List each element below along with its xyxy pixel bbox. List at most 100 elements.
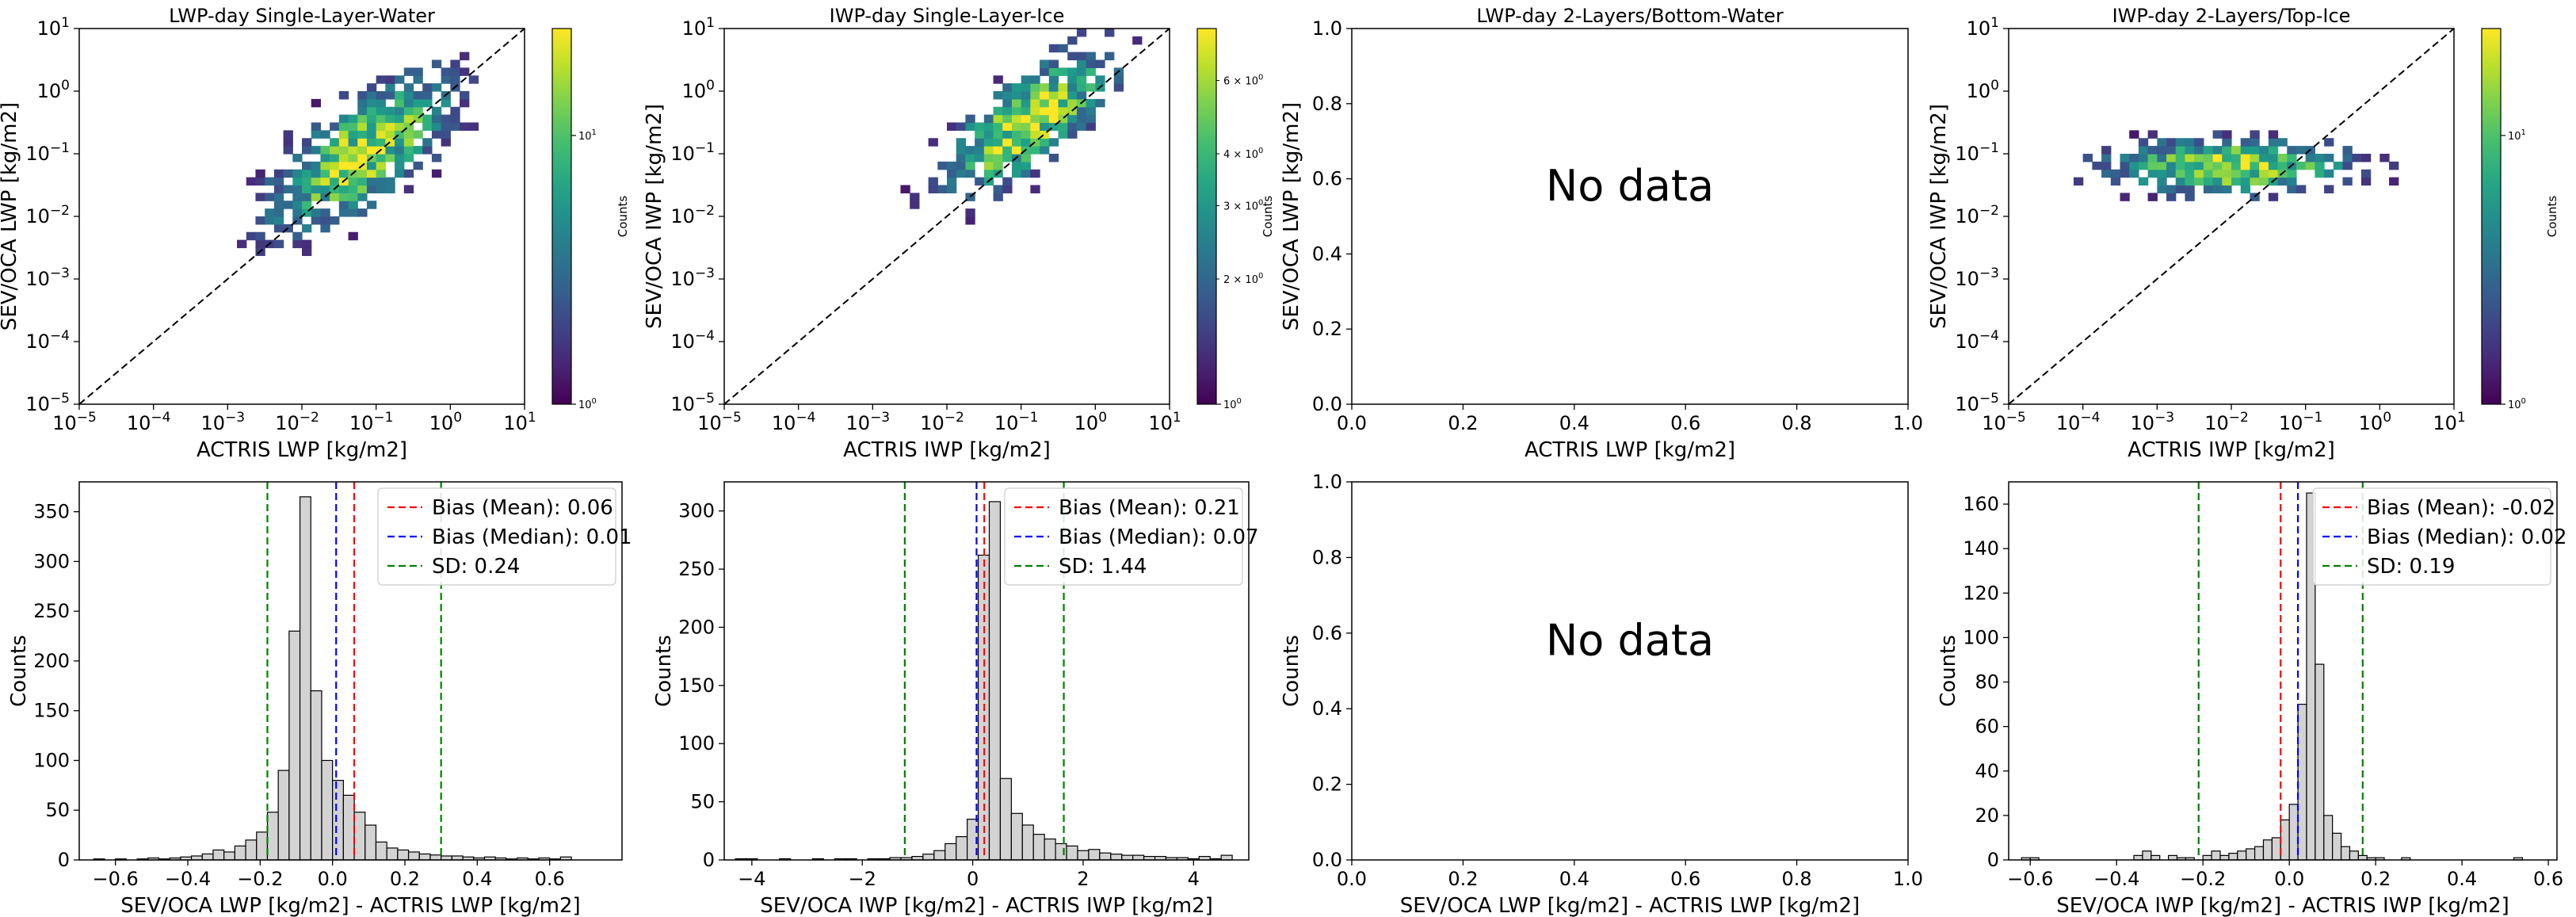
- legend-entry: Bias (Median): 0.02: [2367, 525, 2567, 549]
- heatmap-cell: [366, 201, 377, 209]
- heatmap-cell: [302, 247, 312, 256]
- histogram-bar: [386, 847, 399, 861]
- heatmap-cell: [1095, 75, 1105, 84]
- heatmap-cell: [255, 193, 265, 201]
- y-tick-label: 0.0: [1312, 393, 1342, 415]
- heatmap-cell: [983, 161, 994, 170]
- heatmap-cell: [2203, 169, 2214, 178]
- heatmap-cell: [2360, 169, 2372, 178]
- heatmap-cell: [983, 130, 994, 139]
- heatmap-cell: [460, 67, 470, 76]
- heatmap-cell: [422, 114, 433, 124]
- heatmap-cell: [255, 177, 265, 186]
- heatmap-cell: [1048, 83, 1059, 92]
- x-tick-label: 2: [1077, 868, 1089, 890]
- x-tick-label: 10−2: [920, 410, 964, 434]
- heatmap-cell: [441, 98, 451, 108]
- histogram-bar: [2246, 848, 2256, 861]
- heatmap-cell: [283, 138, 293, 147]
- heatmap-cell: [357, 122, 368, 131]
- x-tick-label: 10−1: [349, 410, 394, 434]
- histogram-bar: [223, 851, 235, 861]
- heatmap-cell: [2250, 154, 2260, 162]
- histogram-bar: [364, 824, 377, 861]
- no-data-message: No data: [1546, 161, 1714, 211]
- heatmap-cell: [357, 91, 368, 100]
- heatmap-cell: [2287, 177, 2297, 186]
- heatmap-cell: [2175, 177, 2186, 186]
- chart-title: IWP-day 2-Layers/Top-Ice: [2112, 5, 2351, 27]
- heatmap-cell: [2157, 154, 2167, 162]
- y-tick-label: 0.4: [1312, 243, 1342, 265]
- heatmap-cell: [2194, 154, 2204, 162]
- x-tick-label: 101: [1148, 410, 1181, 434]
- heatmap-cell: [2250, 146, 2260, 155]
- heatmap-cell: [460, 98, 470, 108]
- heatmap-cell: [376, 177, 386, 186]
- heatmap-cell: [2277, 138, 2288, 147]
- heatmap-cell: [2277, 154, 2288, 162]
- heatmap-cell: [983, 146, 994, 155]
- heatmap-cell: [1058, 83, 1068, 92]
- y-tick-label: 200: [678, 616, 715, 638]
- heatmap-cell: [376, 91, 386, 100]
- histogram-bar: [299, 496, 311, 861]
- heatmap-cell: [2157, 169, 2167, 178]
- x-tick-label: 0.0: [1337, 412, 1367, 434]
- histogram-bar: [1021, 824, 1034, 861]
- heatmap-cell: [2231, 169, 2242, 178]
- heatmap-cell: [1030, 75, 1040, 84]
- x-tick-label: 10−2: [275, 410, 319, 434]
- x-axis-label: ACTRIS LWP [kg/m2]: [197, 438, 407, 462]
- heatmap-cell: [2138, 161, 2149, 170]
- heatmap-cell: [1048, 114, 1059, 124]
- heatmap-cell: [937, 161, 948, 170]
- histogram-panel-2: Bias (Mean): 0.21 Bias (Median): 0.07 SD: …: [652, 481, 1259, 917]
- heatmap-cell: [2240, 169, 2251, 178]
- heatmap-cell: [441, 67, 451, 76]
- heatmap-cell: [2129, 130, 2139, 139]
- heatmap-cell: [320, 177, 330, 186]
- heatmap-cell: [965, 114, 975, 124]
- heatmap-cell: [1002, 130, 1013, 139]
- chart-title: LWP-day Single-Layer-Water: [169, 5, 435, 27]
- heatmap-cell: [357, 138, 368, 147]
- heatmap-cell: [1048, 91, 1059, 100]
- heatmap-cell: [366, 185, 377, 193]
- heatmap-cell: [330, 154, 340, 162]
- x-axis-label: ACTRIS IWP [kg/m2]: [843, 438, 1051, 462]
- heatmap-cell: [376, 106, 386, 116]
- axes-frame: [2008, 481, 2558, 861]
- heatmap-cell: [2315, 154, 2325, 162]
- heatmap-cell: [1113, 83, 1124, 92]
- heatmap-cell: [2324, 138, 2334, 147]
- heatmap-cell: [1048, 122, 1059, 131]
- heatmap-cell: [385, 177, 395, 186]
- heatmap-cell: [1021, 91, 1031, 100]
- heatmap-cell: [2129, 154, 2139, 162]
- y-tick-label: 100: [37, 78, 70, 102]
- x-axis-label: SEV/OCA LWP [kg/m2] - ACTRIS LWP [kg/m2]: [1400, 894, 1860, 917]
- heatmap-cell: [965, 216, 975, 225]
- x-tick-label: 10−5: [1982, 410, 2026, 434]
- heatmap-cell: [975, 138, 985, 147]
- heatmap-cell: [320, 154, 330, 162]
- heatmap-cell: [265, 216, 275, 225]
- heatmap-cell: [366, 91, 377, 100]
- y-tick-label: 0.8: [1312, 546, 1342, 568]
- y-tick-label: 10−4: [25, 328, 70, 353]
- heatmap-cell: [330, 122, 340, 131]
- heatmap-cell: [357, 154, 368, 162]
- heatmap-cell: [993, 138, 1003, 147]
- heatmap-cell: [2101, 161, 2112, 170]
- heatmap-cell: [1086, 52, 1096, 61]
- heatmap-cell: [311, 208, 322, 217]
- y-tick-label: 150: [678, 674, 715, 697]
- y-tick-label: 140: [1963, 537, 1999, 560]
- heatmap-cell: [2222, 185, 2232, 193]
- histogram-bar: [2219, 854, 2230, 861]
- histogram-bars: [93, 496, 572, 861]
- x-tick-label: 10−5: [697, 410, 742, 434]
- heatmap-cell: [385, 146, 395, 155]
- heatmap-cell: [357, 193, 368, 201]
